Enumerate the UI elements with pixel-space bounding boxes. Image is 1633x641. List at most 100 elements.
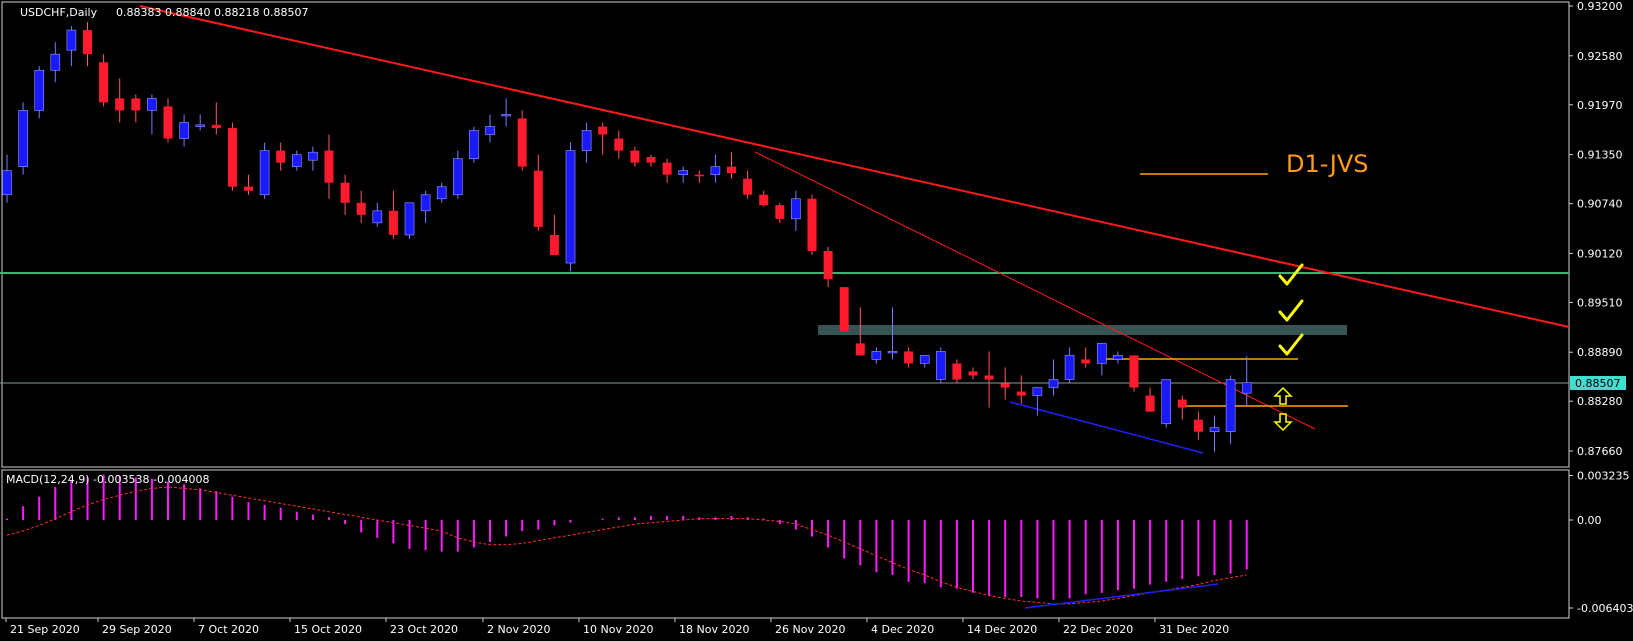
candle-bear xyxy=(244,186,253,191)
time-tick-label: 7 Oct 2020 xyxy=(198,623,259,636)
candle-bear xyxy=(533,170,543,227)
ohlc-label: 0.88383 0.88840 0.88218 0.88507 xyxy=(116,6,308,19)
symbol-label: USDCHF,Daily xyxy=(20,6,98,19)
candle-bear xyxy=(227,128,237,187)
candle-bull xyxy=(308,151,318,161)
price-tick-label: 0.91970 xyxy=(1577,99,1623,112)
candle-bear xyxy=(984,375,994,380)
candle-bull xyxy=(2,170,12,196)
price-tick-label: 0.88280 xyxy=(1577,395,1623,408)
lower-channel-line xyxy=(1009,401,1204,454)
macd-tick-label: 0.00 xyxy=(1577,514,1602,527)
candle-bear xyxy=(131,98,141,111)
time-tick-label: 2 Nov 2020 xyxy=(487,623,550,636)
candle-bear xyxy=(855,343,865,356)
candle-bull xyxy=(372,210,383,224)
time-tick-label: 29 Sep 2020 xyxy=(102,623,172,636)
candle-bear xyxy=(115,98,125,111)
candle-bull xyxy=(420,194,431,212)
price-axis: 0.93200 0.92580 0.91970 0.91350 0.90740 0.901… xyxy=(1569,0,1633,615)
main-frame xyxy=(1,1,1570,468)
candle-bull xyxy=(1161,379,1171,424)
time-tick-label: 23 Oct 2020 xyxy=(390,623,458,636)
candle-bull xyxy=(935,351,946,380)
candle-bull xyxy=(501,114,511,117)
checkmark-icon xyxy=(1278,263,1304,286)
macd-signal-line xyxy=(6,486,1247,605)
candle-bear xyxy=(388,210,398,235)
current-price-tag xyxy=(1570,375,1626,390)
candle-bear xyxy=(775,205,785,219)
time-tick-label: 26 Nov 2020 xyxy=(775,623,845,636)
candle-bull xyxy=(1064,355,1075,380)
candle-bull xyxy=(919,355,930,364)
candle-bear xyxy=(99,62,109,103)
candle-bear xyxy=(356,202,366,215)
candle-bear xyxy=(211,124,221,129)
candle-bear xyxy=(1177,399,1187,408)
time-tick-label: 31 Dec 2020 xyxy=(1159,623,1229,636)
time-tick-label: 4 Dec 2020 xyxy=(871,623,934,636)
candle-bull xyxy=(887,351,898,354)
candle-bull xyxy=(1225,379,1236,433)
long-trendline xyxy=(139,5,1570,328)
candle-bull xyxy=(710,166,721,175)
arrow-down-icon xyxy=(1273,413,1293,432)
candle-bear xyxy=(952,363,962,380)
time-tick-label: 18 Nov 2020 xyxy=(679,623,749,636)
macd-frame xyxy=(1,469,1570,619)
price-tick-label: 0.90740 xyxy=(1577,198,1623,211)
candle-bull xyxy=(871,351,882,360)
time-tick-label: 15 Oct 2020 xyxy=(294,623,362,636)
macd-divergence-line xyxy=(1024,583,1219,609)
candle-bull xyxy=(259,150,270,196)
time-axis: 21 Sep 2020 29 Sep 2020 7 Oct 2020 15 Oct 2… xyxy=(5,618,1229,636)
candle-bear xyxy=(630,150,640,163)
macd-panel xyxy=(6,474,1248,609)
arrow-up-icon xyxy=(1273,386,1293,405)
candle-bear xyxy=(163,106,173,139)
candle-bear xyxy=(549,234,559,256)
candle-bear xyxy=(759,194,769,206)
candle-bull xyxy=(404,202,415,236)
candle-bear xyxy=(276,150,286,163)
candle-bull xyxy=(66,29,77,51)
candle-bull xyxy=(147,98,157,111)
current-price-tag-label: 0.88507 xyxy=(1575,377,1621,390)
candle-bull xyxy=(581,130,592,151)
candle-bull xyxy=(678,170,689,175)
candle-bull xyxy=(34,69,45,111)
main-panel xyxy=(1,1,1570,619)
price-tick-label: 0.88890 xyxy=(1577,346,1623,359)
candle-bear xyxy=(807,198,817,251)
candle-bear xyxy=(598,126,608,135)
candle-bear xyxy=(517,118,527,167)
candle-bear xyxy=(727,166,736,174)
price-tick-label: 0.93200 xyxy=(1577,0,1623,13)
time-tick-label: 22 Dec 2020 xyxy=(1063,623,1133,636)
annotation-d1-jvs: D1-JVS xyxy=(1286,150,1368,178)
candle-bull xyxy=(565,150,576,264)
candle-bear xyxy=(839,287,849,332)
candle-bear xyxy=(1000,383,1010,388)
candle-bear xyxy=(614,138,624,151)
candle-bull xyxy=(291,154,302,167)
checkmark-icon xyxy=(1278,299,1304,322)
macd-tick-label: 0.003235 xyxy=(1577,470,1630,483)
candle-bear xyxy=(968,371,978,376)
candle-bull xyxy=(179,122,189,139)
candle-bear xyxy=(646,157,656,163)
candle-bull xyxy=(50,53,61,71)
short-trendline xyxy=(754,151,1316,430)
candle-bear xyxy=(1081,359,1091,364)
candle-bear xyxy=(1016,391,1026,396)
candle-bear xyxy=(83,30,92,55)
checkmark-icon xyxy=(1278,333,1304,356)
time-tick-label: 21 Sep 2020 xyxy=(10,623,80,636)
macd-tick-label: -0.006403 xyxy=(1577,602,1633,615)
candle-bull xyxy=(195,124,205,127)
candle-bull xyxy=(1032,387,1043,396)
candle-bull xyxy=(18,110,28,167)
candle-bear xyxy=(904,351,914,364)
